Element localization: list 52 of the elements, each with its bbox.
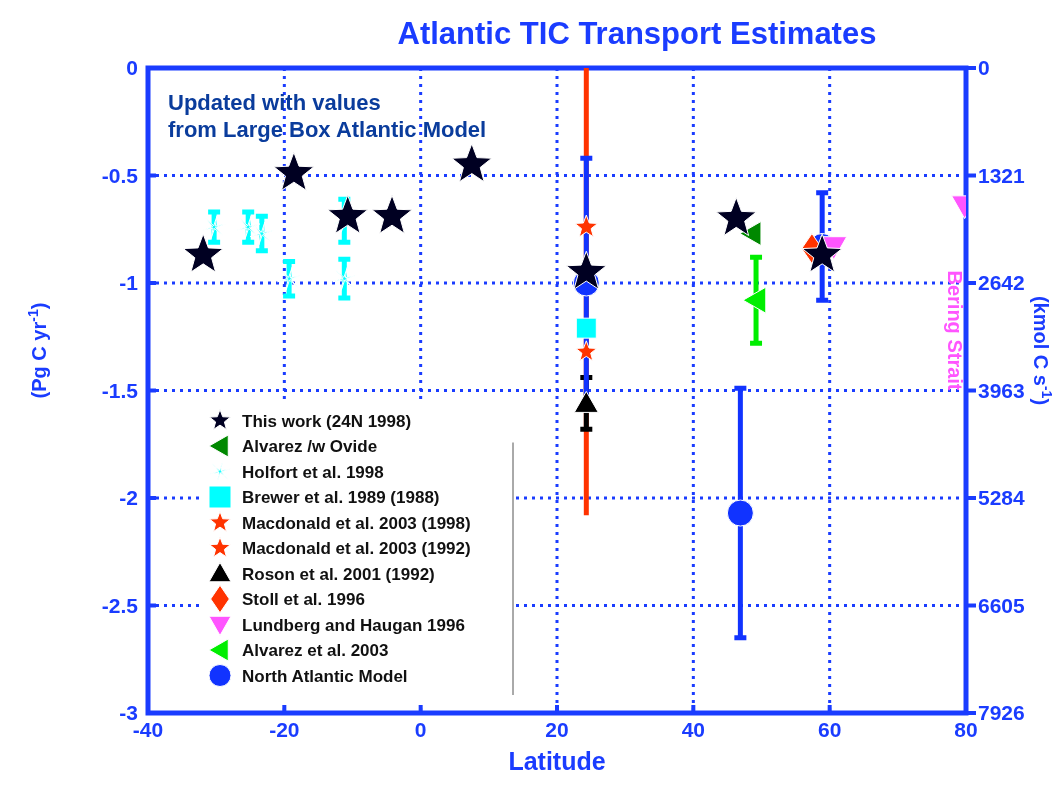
y2-tick-label: 5284 (978, 486, 1026, 509)
x-tick-label: 80 (954, 718, 978, 741)
legend-label: Lundberg and Haugan 1996 (242, 615, 465, 635)
legend-label: Stoll et al. 1996 (242, 590, 365, 609)
y2-tick-label: 0 (978, 56, 990, 79)
y2-tick-label: 1321 (978, 163, 1026, 187)
y-tick-label: -2.5 (101, 593, 139, 617)
y2-tick-label: 3963 (978, 378, 1025, 402)
legend-label: Alvarez et al. 2003 (242, 641, 389, 660)
legend-label: Roson et al. 2001 (1992) (242, 564, 435, 584)
x-tick-label: 20 (545, 718, 569, 741)
point (573, 390, 599, 413)
x-tick-label: -20 (269, 718, 300, 741)
point (742, 286, 767, 314)
annotation: Updated with values from Large Box Atlantic Model (168, 90, 487, 142)
point (574, 214, 599, 238)
point (575, 340, 598, 362)
point (715, 197, 757, 236)
x-tick-label: 40 (681, 718, 706, 741)
point (565, 250, 607, 290)
y2-tick-label: 2642 (978, 271, 1025, 294)
y-tick-label: 0 (126, 56, 138, 79)
annotation: Bering Strait (944, 270, 966, 391)
x-tick-label: 60 (817, 718, 842, 741)
x-tick-label: 0 (414, 718, 427, 741)
legend-label: Holfort et al. 1998 (242, 462, 384, 482)
legend-label: This work (24N 1998) (242, 411, 412, 431)
point (277, 266, 302, 291)
legend-label: Macdonald et al. 2003 (1992) (242, 539, 471, 558)
legend-label: Alvarez /w Ovide (242, 437, 378, 456)
point (739, 221, 762, 247)
point (249, 221, 274, 246)
point (273, 151, 315, 191)
point (726, 499, 754, 527)
legend-label: Brewer et al. 1989 (1988) (242, 488, 440, 507)
y2-tick-label: 7926 (978, 701, 1025, 724)
chart-title: Atlantic TIC Transport Estimates (397, 16, 877, 51)
point (451, 143, 493, 183)
y-tick-label: -3 (119, 701, 138, 724)
y-tick-label: -0.5 (101, 163, 139, 187)
y-tick-label: -1.5 (101, 378, 139, 402)
point (371, 194, 413, 234)
legend-label: Macdonald et al. 2003 (1998) (242, 513, 471, 533)
point (332, 266, 357, 291)
legend-label: North Atlantic Model (242, 666, 408, 686)
point (182, 233, 224, 273)
y-tick-label: -2 (119, 486, 138, 509)
x-axis-title: Latitude (508, 747, 606, 775)
y-tick-label: -1 (119, 271, 139, 294)
y2-tick-label: 6605 (978, 593, 1026, 617)
point (327, 194, 369, 234)
point (575, 317, 597, 339)
